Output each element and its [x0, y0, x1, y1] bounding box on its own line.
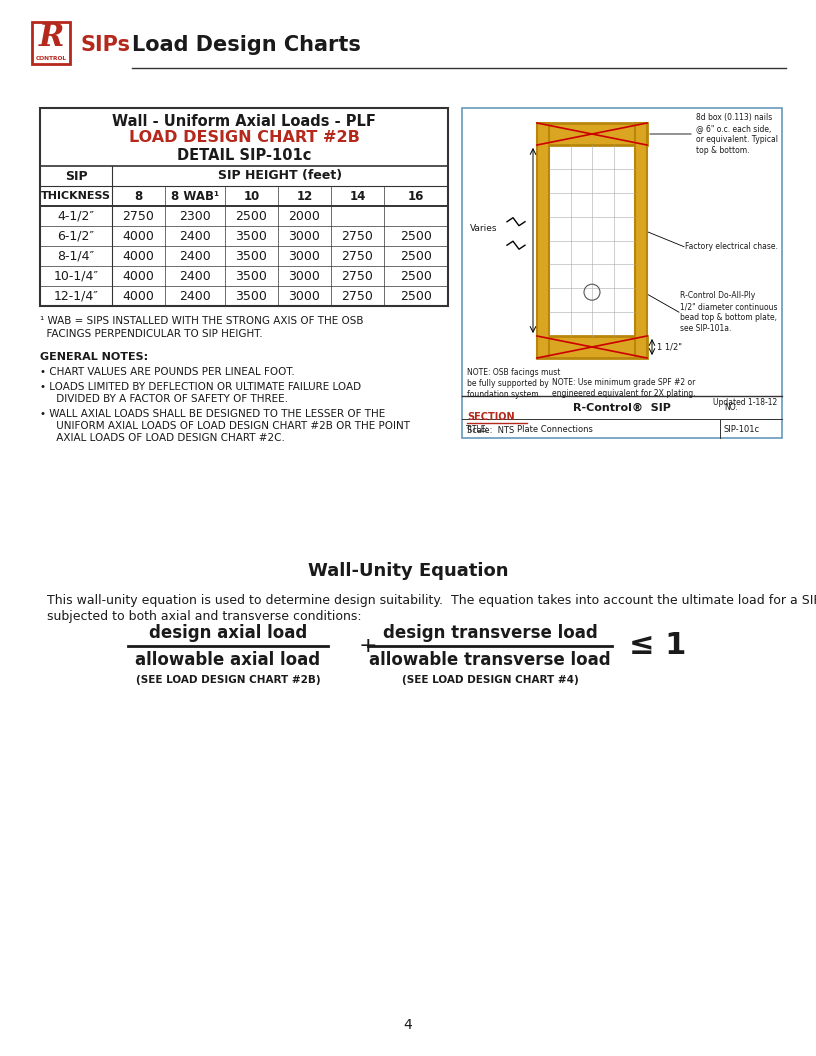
Text: THICKNESS: THICKNESS [41, 191, 111, 201]
Bar [537, 122, 647, 145]
Bar [537, 336, 647, 358]
Text: 3000: 3000 [289, 289, 321, 302]
Text: 3500: 3500 [236, 249, 268, 263]
Text: 4000: 4000 [122, 249, 154, 263]
Text: 4000: 4000 [122, 229, 154, 243]
Text: 2300: 2300 [180, 209, 211, 223]
Bar [40, 108, 448, 306]
Text: LOAD DESIGN CHART #2B: LOAD DESIGN CHART #2B [129, 131, 359, 146]
Text: Wall-Unity Equation: Wall-Unity Equation [308, 562, 508, 580]
Text: DETAIL SIP-101c: DETAIL SIP-101c [177, 148, 311, 163]
Text: 10-1/4″: 10-1/4″ [54, 269, 99, 283]
Text: SIP: SIP [64, 170, 87, 183]
Text: ≤ 1: ≤ 1 [629, 631, 687, 660]
Text: SIP HEIGHT (feet): SIP HEIGHT (feet) [218, 170, 342, 183]
Text: Varies: Varies [470, 224, 498, 233]
Text: SECTION: SECTION [467, 412, 515, 422]
Text: AXIAL LOADS OF LOAD DESIGN CHART #2C.: AXIAL LOADS OF LOAD DESIGN CHART #2C. [40, 433, 285, 444]
Text: SIPs: SIPs [80, 35, 130, 55]
Text: Plate Connections: Plate Connections [517, 425, 593, 434]
Text: 2750: 2750 [342, 289, 374, 302]
Text: 2000: 2000 [289, 209, 321, 223]
Text: 2400: 2400 [180, 269, 211, 283]
Text: This wall-unity equation is used to determine design suitability.  The equation : This wall-unity equation is used to dete… [47, 593, 816, 607]
Text: 14: 14 [349, 189, 366, 203]
Text: 2500: 2500 [400, 229, 432, 243]
Text: 2750: 2750 [342, 229, 374, 243]
Text: 6-1/2″: 6-1/2″ [57, 229, 95, 243]
Text: 4000: 4000 [122, 289, 154, 302]
Text: 4000: 4000 [122, 269, 154, 283]
Text: 2750: 2750 [342, 249, 374, 263]
Text: Scale:  NTS: Scale: NTS [467, 426, 514, 435]
Text: TITLE:: TITLE: [466, 425, 489, 434]
Text: • CHART VALUES ARE POUNDS PER LINEAL FOOT.: • CHART VALUES ARE POUNDS PER LINEAL FOO… [40, 367, 295, 377]
Text: NO.: NO. [724, 403, 738, 413]
Bar [537, 122, 549, 358]
Text: 2400: 2400 [180, 249, 211, 263]
Text: 1 1/2": 1 1/2" [657, 342, 682, 352]
Text: allowable transverse load: allowable transverse load [369, 650, 611, 670]
Text: 8-1/4″: 8-1/4″ [57, 249, 95, 263]
Text: +: + [359, 636, 377, 656]
Text: 2400: 2400 [180, 229, 211, 243]
Text: 3000: 3000 [289, 269, 321, 283]
Text: Load Design Charts: Load Design Charts [132, 35, 361, 55]
Text: FACINGS PERPENDICULAR TO SIP HEIGHT.: FACINGS PERPENDICULAR TO SIP HEIGHT. [40, 329, 263, 339]
Text: 16: 16 [408, 189, 424, 203]
Text: 12-1/4″: 12-1/4″ [54, 289, 99, 302]
Text: DIVIDED BY A FACTOR OF SAFETY OF THREE.: DIVIDED BY A FACTOR OF SAFETY OF THREE. [40, 394, 288, 404]
Text: CONTROL: CONTROL [36, 56, 66, 60]
Text: subjected to both axial and transverse conditions:: subjected to both axial and transverse c… [47, 610, 361, 623]
Text: • WALL AXIAL LOADS SHALL BE DESIGNED TO THE LESSER OF THE: • WALL AXIAL LOADS SHALL BE DESIGNED TO … [40, 409, 385, 419]
Text: 3500: 3500 [236, 229, 268, 243]
Text: 4: 4 [404, 1018, 412, 1032]
Text: R-Control®  SIP: R-Control® SIP [573, 403, 671, 413]
Text: 8: 8 [135, 189, 143, 203]
Text: ¹ WAB = SIPS INSTALLED WITH THE STRONG AXIS OF THE OSB: ¹ WAB = SIPS INSTALLED WITH THE STRONG A… [40, 316, 363, 326]
Text: Factory electrical chase.: Factory electrical chase. [685, 242, 778, 251]
Text: 3000: 3000 [289, 249, 321, 263]
Text: 2750: 2750 [342, 269, 374, 283]
Text: design axial load: design axial load [149, 624, 307, 642]
Text: design transverse load: design transverse load [383, 624, 597, 642]
Text: 8 WAB¹: 8 WAB¹ [171, 189, 219, 203]
Text: 3000: 3000 [289, 229, 321, 243]
Text: 2500: 2500 [400, 269, 432, 283]
Text: 3500: 3500 [236, 289, 268, 302]
Text: 2500: 2500 [400, 289, 432, 302]
Text: R-Control Do-All-Ply
1/2" diameter continuous
bead top & bottom plate,
see SIP-1: R-Control Do-All-Ply 1/2" diameter conti… [680, 291, 778, 334]
Text: 3500: 3500 [236, 269, 268, 283]
Text: 12: 12 [296, 189, 313, 203]
Text: allowable axial load: allowable axial load [135, 650, 321, 670]
Bar [32, 22, 70, 64]
Text: (SEE LOAD DESIGN CHART #4): (SEE LOAD DESIGN CHART #4) [401, 675, 579, 685]
Text: Updated 1-18-12: Updated 1-18-12 [712, 398, 777, 407]
Text: SIP-101c: SIP-101c [724, 425, 761, 434]
Text: GENERAL NOTES:: GENERAL NOTES: [40, 352, 149, 362]
Text: (SEE LOAD DESIGN CHART #2B): (SEE LOAD DESIGN CHART #2B) [135, 675, 321, 685]
Text: R: R [38, 22, 64, 54]
Text: 2500: 2500 [236, 209, 268, 223]
Text: NOTE: OSB facings must
be fully supported by
foundation system.: NOTE: OSB facings must be fully supporte… [467, 367, 561, 399]
Text: 8d box (0.113) nails
@ 6" o.c. each side,
or equivalent. Typical
top & bottom.: 8d box (0.113) nails @ 6" o.c. each side… [696, 113, 778, 155]
Bar [635, 122, 647, 358]
Text: 2500: 2500 [400, 249, 432, 263]
Text: 10: 10 [243, 189, 259, 203]
Text: Wall - Uniform Axial Loads - PLF: Wall - Uniform Axial Loads - PLF [112, 113, 376, 129]
Text: • LOADS LIMITED BY DEFLECTION OR ULTIMATE FAILURE LOAD: • LOADS LIMITED BY DEFLECTION OR ULTIMAT… [40, 382, 361, 392]
Text: 2400: 2400 [180, 289, 211, 302]
Bar [41, 109, 447, 166]
Bar [462, 108, 782, 438]
Text: 2750: 2750 [122, 209, 154, 223]
Text: UNIFORM AXIAL LOADS OF LOAD DESIGN CHART #2B OR THE POINT: UNIFORM AXIAL LOADS OF LOAD DESIGN CHART… [40, 421, 410, 431]
Text: NOTE: Use minimum grade SPF #2 or
engineered equivalent for 2X plating.: NOTE: Use minimum grade SPF #2 or engine… [552, 378, 695, 398]
Text: 4-1/2″: 4-1/2″ [57, 209, 95, 223]
Bar [549, 145, 635, 336]
